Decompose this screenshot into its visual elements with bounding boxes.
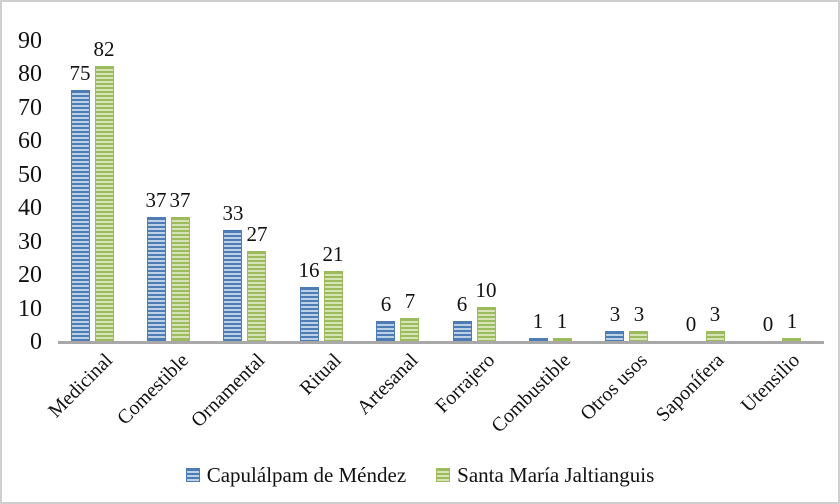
- bar-capulalpam-de-mendez-ornamental: [223, 230, 242, 341]
- bar-santa-maria-jaltianguis-saponifera: [706, 331, 725, 341]
- legend-label: Capulálpam de Méndez: [206, 463, 407, 487]
- x-tick-label-utensilio: Utensilio: [737, 349, 805, 417]
- bar-value-label-capulalpam-de-mendez-utensilio: 0: [762, 312, 774, 336]
- bar-value-label-santa-maria-jaltianguis-forrajero: 10: [475, 278, 497, 302]
- x-tick-label-comestible: Comestible: [113, 349, 194, 430]
- bar-santa-maria-jaltianguis-combustible: [553, 338, 572, 341]
- bar-santa-maria-jaltianguis-forrajero: [477, 307, 496, 341]
- legend-label: Santa María Jaltianguis: [457, 463, 655, 487]
- bar-value-label-santa-maria-jaltianguis-combustible: 1: [556, 309, 568, 333]
- y-tick-label-40: 40: [18, 195, 42, 221]
- x-axis-line: [58, 341, 824, 344]
- bar-value-label-capulalpam-de-mendez-comestible: 37: [145, 188, 167, 212]
- bar-value-label-capulalpam-de-mendez-ornamental: 33: [222, 201, 244, 225]
- bar-value-label-santa-maria-jaltianguis-saponifera: 3: [709, 302, 721, 326]
- bar-santa-maria-jaltianguis-comestible: [171, 217, 190, 341]
- bar-santa-maria-jaltianguis-utensilio: [782, 338, 801, 341]
- legend-item-capulalpam-de-mendez: Capulálpam de Méndez: [185, 463, 407, 487]
- y-tick-label-10: 10: [18, 295, 42, 322]
- bar-santa-maria-jaltianguis-otros-usos: [629, 331, 648, 341]
- legend: Capulálpam de Méndez Santa María Jaltiang…: [2, 463, 838, 487]
- x-tick-label-artesanal: Artesanal: [352, 349, 423, 420]
- y-tick-label-80: 80: [18, 61, 42, 87]
- legend-item-santa-maria-jaltianguis: Santa María Jaltianguis: [436, 463, 654, 487]
- bar-value-label-capulalpam-de-mendez-ritual: 16: [298, 258, 320, 282]
- bar-value-label-santa-maria-jaltianguis-otros-usos: 3: [633, 302, 645, 326]
- bar-value-label-santa-maria-jaltianguis-utensilio: 1: [786, 309, 798, 333]
- y-tick-label-50: 50: [18, 161, 42, 188]
- bar-capulalpam-de-mendez-otros-usos: [605, 331, 624, 341]
- bar-santa-maria-jaltianguis-medicinal: [95, 66, 114, 341]
- bar-capulalpam-de-mendez-ritual: [300, 287, 319, 341]
- x-tick-label-ornamental: Ornamental: [187, 349, 270, 432]
- y-tick-label-20: 20: [18, 262, 42, 288]
- bar-value-label-capulalpam-de-mendez-artesanal: 6: [380, 292, 392, 316]
- y-tick-label-90: 90: [18, 27, 42, 54]
- y-tick-label-60: 60: [18, 128, 42, 154]
- bar-value-label-capulalpam-de-mendez-saponifera: 0: [685, 312, 697, 336]
- bar-santa-maria-jaltianguis-artesanal: [400, 318, 419, 341]
- bar-value-label-santa-maria-jaltianguis-ritual: 21: [322, 242, 344, 266]
- legend-marker-icon: [185, 468, 200, 482]
- bar-value-label-santa-maria-jaltianguis-comestible: 37: [169, 188, 191, 212]
- bar-value-label-capulalpam-de-mendez-otros-usos: 3: [609, 302, 621, 326]
- bar-value-label-capulalpam-de-mendez-forrajero: 6: [456, 292, 468, 316]
- bar-value-label-capulalpam-de-mendez-medicinal: 75: [69, 61, 91, 85]
- bar-capulalpam-de-mendez-forrajero: [453, 321, 472, 341]
- x-tick-label-forrajero: Forrajero: [430, 349, 499, 418]
- x-tick-label-saponifera: Saponífera: [651, 349, 729, 427]
- x-tick-label-medicinal: Medicinal: [43, 349, 117, 423]
- x-tick-label-otros-usos: Otros usos: [575, 349, 652, 425]
- bar-capulalpam-de-mendez-comestible: [147, 217, 166, 341]
- bar-santa-maria-jaltianguis-ritual: [324, 271, 343, 341]
- legend-marker-icon: [436, 468, 451, 482]
- y-tick-label-30: 30: [18, 228, 42, 255]
- bar-value-label-santa-maria-jaltianguis-medicinal: 82: [93, 37, 115, 61]
- bar-value-label-santa-maria-jaltianguis-artesanal: 7: [404, 289, 416, 313]
- y-tick-label-70: 70: [18, 94, 42, 121]
- bar-capulalpam-de-mendez-artesanal: [376, 321, 395, 341]
- y-tick-label-0: 0: [30, 329, 42, 355]
- bar-capulalpam-de-mendez-combustible: [529, 338, 548, 341]
- x-tick-label-ritual: Ritual: [295, 349, 347, 400]
- bar-santa-maria-jaltianguis-ornamental: [247, 251, 266, 341]
- bar-value-label-capulalpam-de-mendez-combustible: 1: [532, 309, 544, 333]
- x-tick-label-combustible: Combustible: [487, 349, 576, 438]
- bar-value-label-santa-maria-jaltianguis-ornamental: 27: [246, 222, 268, 246]
- bar-capulalpam-de-mendez-medicinal: [71, 90, 90, 341]
